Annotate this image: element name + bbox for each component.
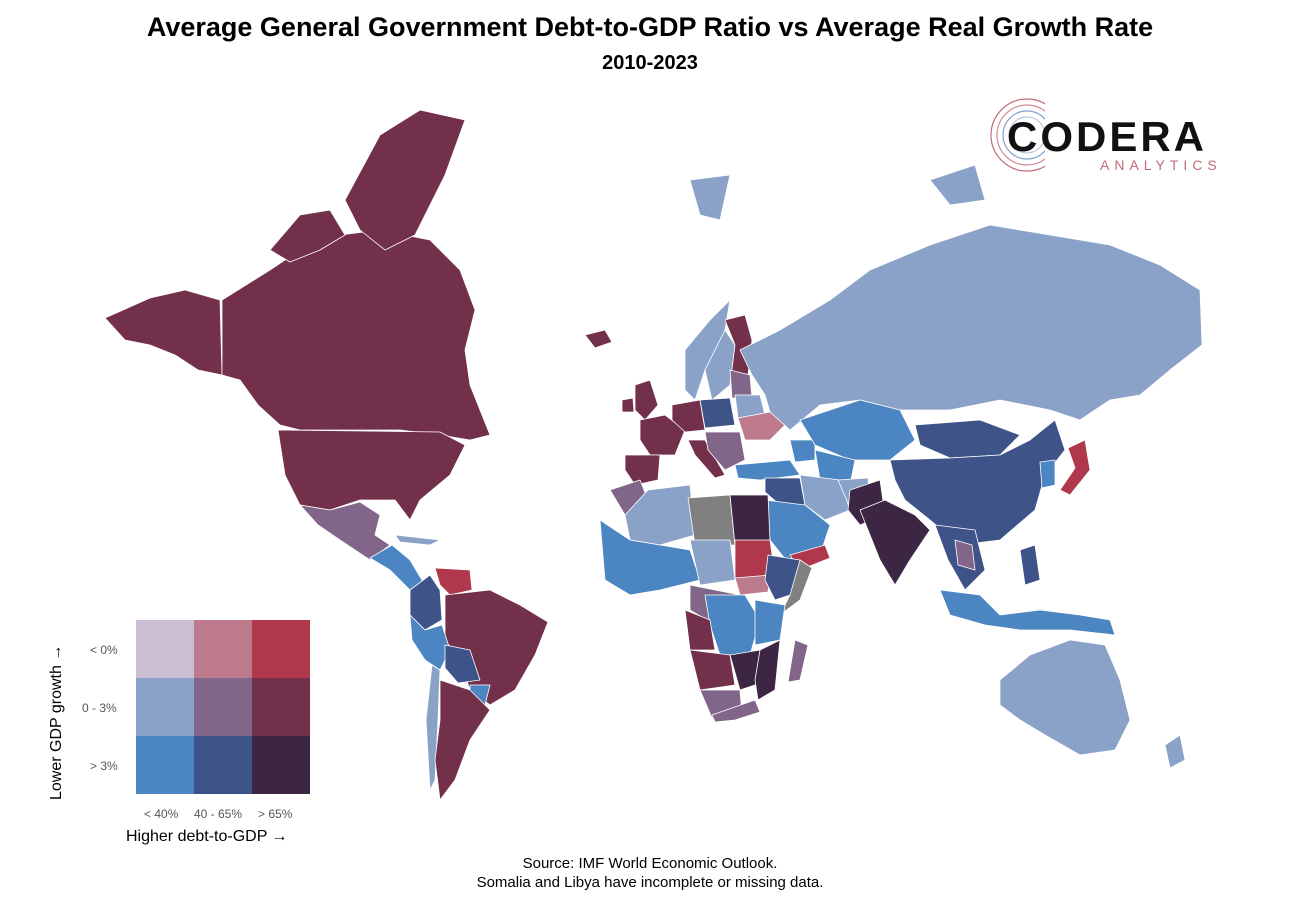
source-note: Source: IMF World Economic Outlook. Soma… <box>0 854 1300 892</box>
legend-cell <box>136 736 194 794</box>
region-uk <box>634 379 659 421</box>
region-italy <box>687 439 726 479</box>
region-arctic-russia-2 <box>929 164 986 206</box>
legend-y-axis-title: Lower GDP growth → <box>48 644 65 800</box>
region-turkey <box>734 459 801 481</box>
region-arctic-islands <box>269 209 346 263</box>
region-iberia <box>624 454 661 486</box>
source-caveat-line: Somalia and Libya have incomplete or mis… <box>476 874 824 891</box>
legend-cell <box>136 678 194 736</box>
region-venezuela <box>434 567 473 596</box>
region-mexico <box>299 501 391 561</box>
legend-cell <box>252 620 310 678</box>
region-baltics <box>729 369 753 399</box>
legend-cell <box>136 620 194 678</box>
map-subtitle: 2010-2023 <box>602 52 698 74</box>
region-new-zealand <box>1164 734 1186 769</box>
legend-x-axis-title: Higher debt-to-GDP → <box>126 828 288 845</box>
legend-cell <box>194 736 252 794</box>
legend-cell <box>194 678 252 736</box>
logo-mark-icon <box>990 98 1045 172</box>
region-argentina <box>434 679 491 801</box>
region-usa <box>277 429 466 521</box>
region-ireland <box>621 397 635 413</box>
legend-cell <box>194 620 252 678</box>
region-indonesia <box>939 589 1116 636</box>
region-chile <box>425 664 441 791</box>
region-greenland <box>344 109 466 251</box>
legend-growth-tick: < 0% <box>90 643 118 657</box>
region-thailand <box>954 539 976 571</box>
map-title: Average General Government Debt-to-GDP R… <box>146 12 1154 42</box>
legend-cell <box>252 678 310 736</box>
region-mongolia <box>914 419 1021 459</box>
region-poland <box>699 397 736 429</box>
region-cuba <box>394 534 441 546</box>
region-angola <box>689 649 736 691</box>
legend-growth-tick: 0 - 3% <box>82 701 117 715</box>
region-japan <box>1059 439 1091 496</box>
region-kazakhstan <box>799 399 916 461</box>
region-germany <box>671 399 706 433</box>
region-mozambique <box>754 639 781 701</box>
legend-debt-tick: 40 - 65% <box>194 807 243 821</box>
source-line: Source: IMF World Economic Outlook. <box>522 855 778 872</box>
region-philippines <box>1019 544 1041 586</box>
region-korea <box>1039 459 1056 489</box>
region-south-africa <box>711 699 761 723</box>
region-australia <box>999 639 1131 756</box>
region-iceland <box>584 329 613 349</box>
region-china <box>889 419 1066 546</box>
region-russia <box>739 224 1203 431</box>
region-ukraine <box>737 411 786 441</box>
region-alaska <box>104 289 223 376</box>
region-egypt <box>729 494 771 546</box>
legend-cell <box>252 736 310 794</box>
region-arctic-russia <box>689 174 731 221</box>
region-somalia <box>779 559 813 616</box>
codera-analytics-logo: CODERA ANALYTICS <box>985 95 1235 175</box>
region-india <box>859 499 931 586</box>
region-bolivia <box>444 644 481 684</box>
region-east-africa <box>754 599 786 646</box>
legend-debt-tick: > 65% <box>258 807 293 821</box>
legend-growth-tick: > 3% <box>90 759 118 773</box>
bivariate-legend: < 0% 0 - 3% > 3% < 40% 40 - 65% > 65% <box>40 600 340 860</box>
region-caucasus <box>789 439 816 463</box>
region-south-sudan <box>734 574 771 596</box>
region-libya <box>687 494 736 546</box>
region-gabon-congo <box>684 609 716 651</box>
logo-subtitle: ANALYTICS <box>1100 157 1222 173</box>
region-canada <box>221 229 491 441</box>
logo-wordmark: CODERA <box>1007 113 1208 160</box>
region-france <box>639 414 686 456</box>
region-madagascar <box>787 639 809 683</box>
legend-debt-tick: < 40% <box>144 807 179 821</box>
